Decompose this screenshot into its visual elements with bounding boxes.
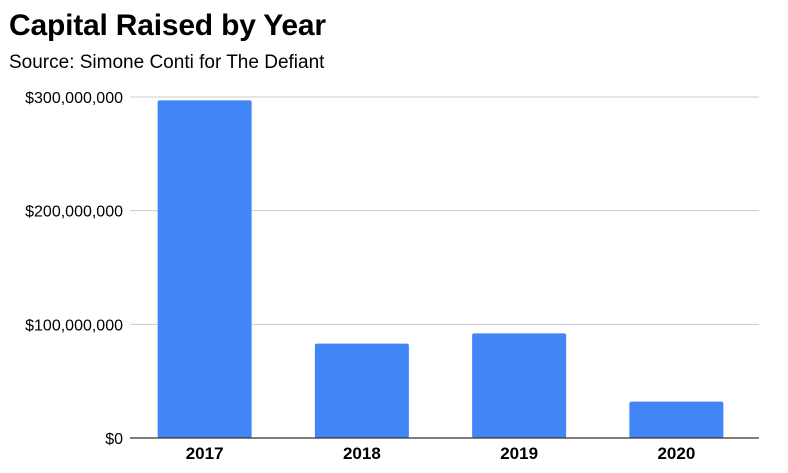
bars — [157, 100, 724, 438]
bar-2017 — [157, 100, 252, 438]
chart-subtitle: Source: Simone Conti for The Defiant — [9, 52, 325, 73]
y-tick-label: $300,000,000 — [25, 90, 123, 107]
bar-2018 — [314, 343, 409, 438]
chart-title: Capital Raised by Year — [9, 9, 326, 42]
y-axis-ticks: $0 $100,000,000 $200,000,000 $300,000,000 — [25, 90, 123, 448]
y-tick-label: $200,000,000 — [25, 204, 123, 221]
bar-2020 — [629, 401, 724, 438]
x-axis-ticks: 2017 2018 2019 2020 — [186, 444, 696, 463]
y-tick-label: $100,000,000 — [25, 317, 123, 334]
x-tick-label: 2017 — [186, 444, 224, 463]
x-tick-label: 2018 — [343, 444, 381, 463]
bar-2019 — [472, 333, 567, 438]
x-tick-label: 2020 — [657, 444, 695, 463]
x-tick-label: 2019 — [500, 444, 538, 463]
y-tick-label: $0 — [105, 431, 123, 448]
